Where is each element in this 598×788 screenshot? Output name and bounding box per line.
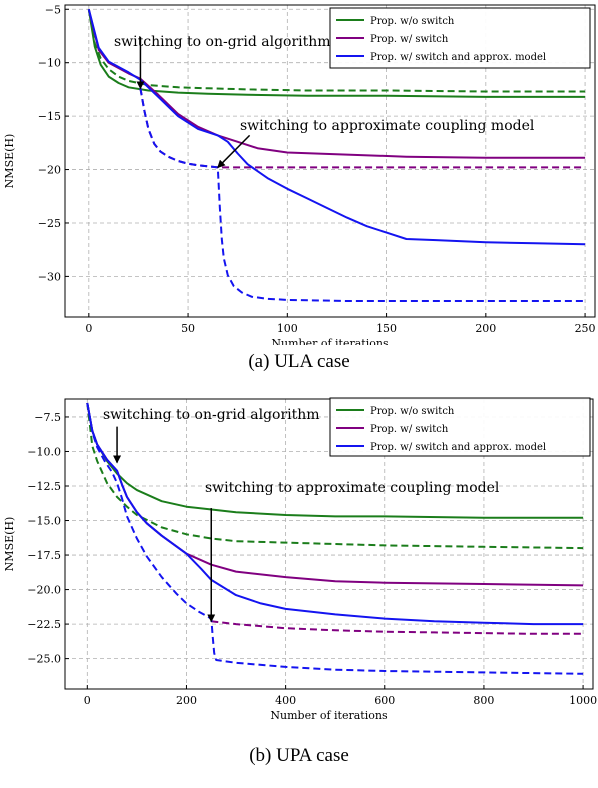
chart-ula: 0 50 100 150 200 250 −5 −10 −15 −20 −25 −30 Number o… — [0, 0, 598, 350]
chart-upa: 0 200 400 600 800 1000 −7.5 −10.0 −12.5 −15.0 −17.… — [0, 392, 598, 744]
chart-upa-xtick-label-1: 200 — [176, 694, 197, 707]
chart-ula-ytick-label-3: −20 — [38, 164, 61, 177]
chart-upa-ytick-label-6: −22.5 — [27, 618, 61, 631]
chart-upa-ytick-label-3: −15.0 — [27, 515, 61, 528]
chart-ula-ytick-label-5: −30 — [38, 270, 61, 283]
chart-ula-legend-label-purple: Prop. w/ switch — [370, 34, 449, 45]
chart-upa-legend-label-blue: Prop. w/ switch and approx. model — [370, 442, 546, 453]
chart-ula-xtick-label-0: 0 — [85, 322, 92, 335]
caption-upa: (b) UPA case — [249, 745, 349, 766]
chart-upa-legend-box — [329, 397, 591, 457]
chart-ula-annotation-1: switching to approximate coupling model — [240, 118, 535, 134]
chart-upa-ytick-label-2: −12.5 — [27, 480, 61, 493]
chart-ula-ytick-label-4: −25 — [38, 217, 61, 230]
chart-upa-ytick-label-0: −7.5 — [34, 411, 61, 424]
chart-ula-ytick-label-0: −5 — [45, 3, 61, 16]
chart-ula-xtick-label-3: 150 — [376, 322, 397, 335]
chart-upa-series-green-dashed — [86, 402, 584, 550]
chart-ula-axes-frame — [64, 4, 596, 318]
chart-upa-ytick-label-1: −10.0 — [27, 445, 61, 458]
chart-ula-xtick-label-2: 100 — [277, 322, 298, 335]
chart-upa-y-axis-label: NMSE(H) — [3, 517, 16, 572]
chart-ula-xtick-label-5: 250 — [575, 322, 596, 335]
chart-ula-xtick-label-4: 200 — [475, 322, 496, 335]
caption-ula: (a) ULA case — [248, 351, 350, 372]
chart-upa-svg: 0 200 400 600 800 1000 −7.5 −10.0 −12.5 −15.0 −17.… — [3, 397, 597, 722]
chart-upa-legend-label-purple: Prop. w/ switch — [370, 424, 449, 435]
chart-upa-xtick-label-5: 1000 — [569, 694, 597, 707]
chart-upa-annotation-0: switching to on-grid algorithm — [103, 407, 320, 423]
chart-ula-x-axis-label: Number of iterations — [271, 337, 389, 345]
chart-upa-annotation-1: switching to approximate coupling model — [205, 480, 500, 496]
chart-upa-legend-label-green: Prop. w/o switch — [370, 406, 455, 417]
chart-ula-series-green-solid — [87, 9, 586, 98]
chart-ula-annotation-0: switching to on-grid algorithm — [114, 34, 331, 50]
chart-ula-series-blue-solid — [87, 9, 586, 246]
chart-ula-legend-box — [329, 7, 591, 69]
chart-upa-series-blue-solid — [86, 402, 584, 626]
chart-ula-svg: 0 50 100 150 200 250 −5 −10 −15 −20 −25 −30 Number o… — [3, 3, 596, 350]
chart-ula-annotation-arrow-1 — [217, 134, 251, 169]
chart-upa-ytick-label-5: −20.0 — [27, 584, 61, 597]
chart-ula-series-green-dashed — [87, 9, 586, 93]
chart-ula-legend-label-green: Prop. w/o switch — [370, 16, 455, 27]
chart-upa-xtick-label-4: 800 — [473, 694, 494, 707]
chart-upa-ytick-label-4: −17.5 — [27, 549, 61, 562]
chart-upa-x-axis-label: Number of iterations — [270, 709, 388, 722]
chart-upa-series-blue-dashed — [86, 402, 584, 675]
chart-ula-legend-label-blue: Prop. w/ switch and approx. model — [370, 52, 546, 63]
chart-upa-xtick-label-0: 0 — [84, 694, 91, 707]
chart-ula-y-axis-label: NMSE(H) — [3, 134, 16, 189]
chart-ula-xtick-label-1: 50 — [181, 322, 195, 335]
chart-ula-ytick-label-1: −10 — [38, 57, 61, 70]
chart-ula-ytick-label-2: −15 — [38, 110, 61, 123]
chart-upa-axes-frame — [64, 398, 594, 690]
chart-upa-xtick-label-3: 600 — [374, 694, 395, 707]
chart-upa-xtick-label-2: 400 — [275, 694, 296, 707]
chart-upa-ytick-label-7: −25.0 — [27, 653, 61, 666]
